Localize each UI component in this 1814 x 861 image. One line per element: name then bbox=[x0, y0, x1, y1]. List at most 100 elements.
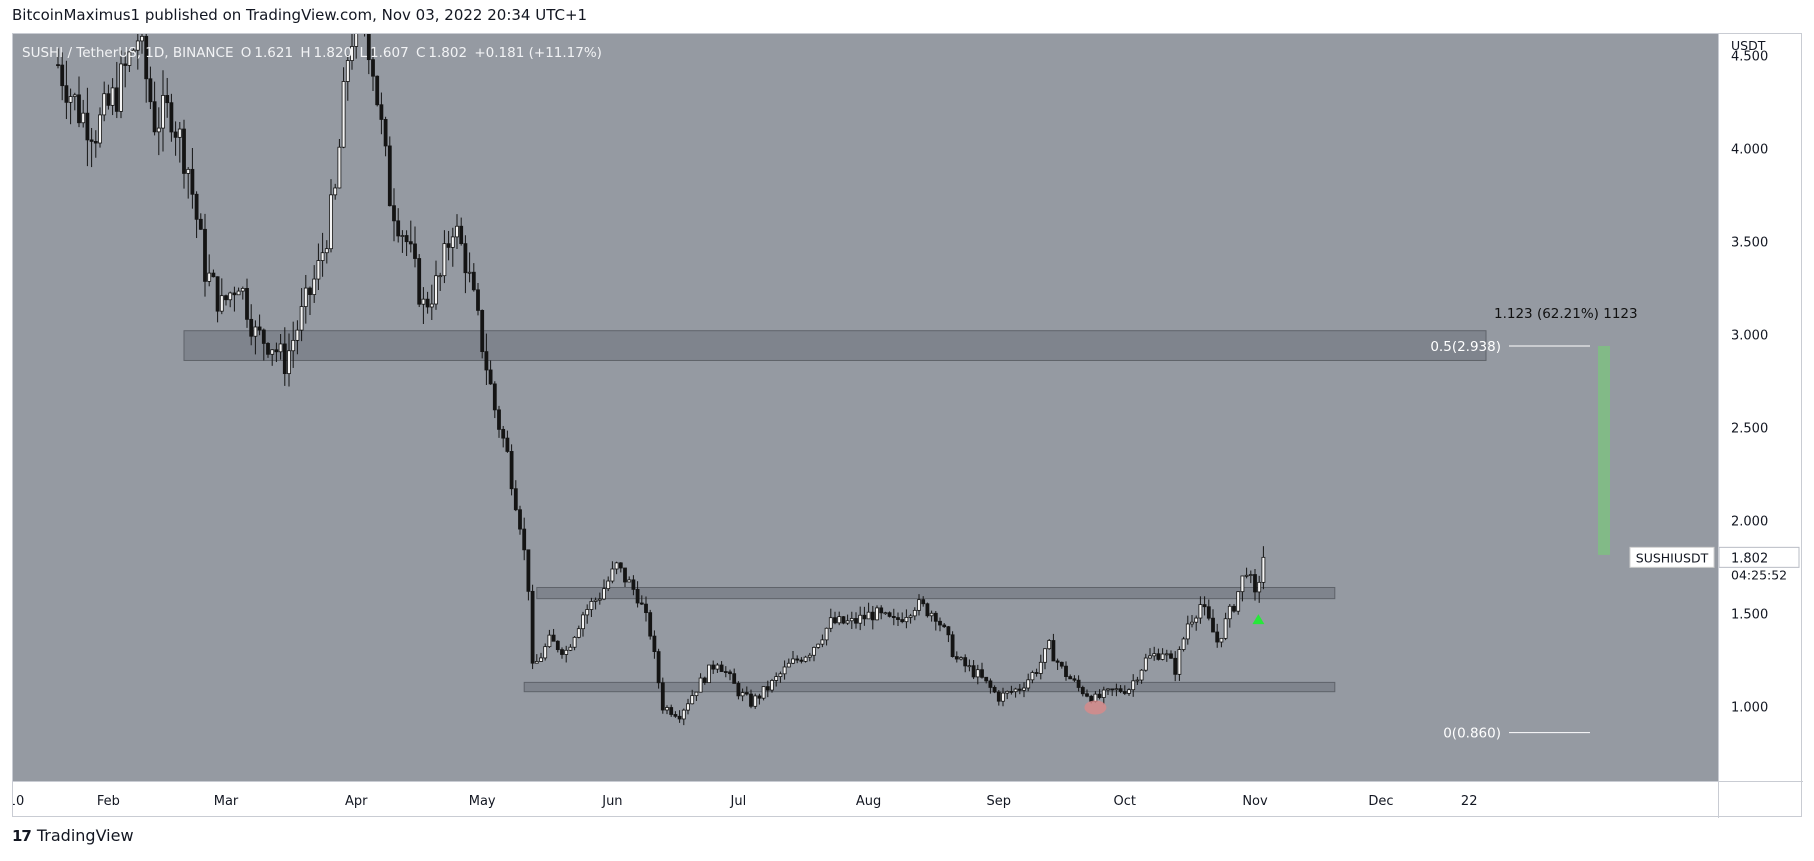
candle-down bbox=[366, 33, 371, 61]
time-axis-svg[interactable]: 10 Feb Mar Apr May Jun Jul Aug Sep Oct Nov Dec 22 bbox=[12, 782, 1718, 818]
candle-up bbox=[614, 562, 619, 570]
candle-down bbox=[896, 617, 900, 620]
price-tick-label: 2.500 bbox=[1731, 421, 1768, 436]
candle-up bbox=[715, 664, 720, 670]
time-tick-label: Feb bbox=[97, 794, 120, 809]
candle-down bbox=[194, 193, 199, 220]
footer-branding[interactable]: 17 TradingView bbox=[12, 826, 134, 845]
candles bbox=[56, 33, 1266, 726]
candle-down bbox=[1034, 672, 1039, 674]
candle-down bbox=[413, 243, 417, 259]
candle-down bbox=[980, 669, 984, 678]
candle-down bbox=[492, 383, 497, 411]
candle-up bbox=[102, 93, 107, 116]
candle-up bbox=[312, 278, 317, 295]
candle-down bbox=[988, 680, 993, 688]
time-tick-label: 22 bbox=[1461, 794, 1478, 809]
candle-down bbox=[887, 612, 892, 617]
candle-up bbox=[1143, 657, 1148, 671]
candle-up bbox=[350, 46, 354, 61]
candle-down bbox=[215, 276, 220, 312]
candle-up bbox=[186, 168, 191, 174]
candle-down bbox=[749, 693, 753, 707]
candle-up bbox=[333, 187, 338, 196]
candle-down bbox=[862, 614, 867, 620]
candle-down bbox=[522, 528, 527, 551]
last-price-box bbox=[1719, 546, 1800, 568]
currency-label: USDT bbox=[1731, 38, 1766, 53]
candle-down bbox=[114, 87, 119, 112]
candle-down bbox=[963, 657, 968, 667]
candle-up bbox=[904, 617, 909, 623]
candle-up bbox=[929, 612, 934, 617]
candle-up bbox=[72, 94, 77, 97]
candle-up bbox=[1244, 574, 1249, 577]
time-tick-label: Nov bbox=[1242, 794, 1268, 809]
candle-up bbox=[866, 611, 871, 620]
candle-down bbox=[182, 128, 186, 174]
candle-down bbox=[144, 35, 149, 80]
legend-close-value: 1.802 bbox=[428, 45, 468, 61]
candle-down bbox=[198, 218, 203, 230]
measure-label: 1.123 (62.21%) 1123 bbox=[1494, 306, 1638, 322]
candle-down bbox=[652, 635, 657, 652]
candle-up bbox=[778, 673, 783, 677]
candle-up bbox=[287, 350, 291, 375]
candle-up bbox=[1135, 679, 1140, 682]
candle-up bbox=[875, 607, 879, 621]
candle-up bbox=[593, 599, 598, 602]
candle-up bbox=[68, 96, 73, 103]
candle-up bbox=[236, 290, 241, 296]
candle-up bbox=[845, 620, 850, 624]
candle-down bbox=[371, 59, 375, 77]
candle-down bbox=[123, 63, 128, 66]
candle-down bbox=[471, 271, 476, 291]
candle-down bbox=[1122, 691, 1127, 694]
candle-down bbox=[93, 141, 98, 144]
candle-up bbox=[119, 63, 123, 112]
legend-open-label: O bbox=[240, 45, 252, 61]
candle-up bbox=[320, 252, 325, 261]
candle-up bbox=[127, 51, 132, 66]
candle-up bbox=[295, 329, 300, 341]
candle-down bbox=[551, 634, 556, 642]
candle-up bbox=[1093, 693, 1098, 702]
candle-up bbox=[467, 271, 472, 274]
candle-down bbox=[446, 243, 451, 248]
candle-down bbox=[1169, 653, 1173, 659]
candle-up bbox=[421, 298, 426, 305]
candle-down bbox=[480, 310, 485, 353]
candle-up bbox=[543, 646, 548, 659]
candle-down bbox=[1017, 688, 1022, 691]
candle-down bbox=[1080, 687, 1085, 695]
candle-up bbox=[228, 292, 233, 301]
candle-down bbox=[921, 599, 926, 605]
candle-up bbox=[1181, 638, 1186, 650]
publisher-header: BitcoinMaximus1 published on TradingView… bbox=[12, 6, 588, 24]
candle-down bbox=[257, 326, 262, 331]
candle-down bbox=[274, 349, 279, 353]
time-axis[interactable]: 10 Feb Mar Apr May Jun Jul Aug Sep Oct Nov Dec 22 bbox=[12, 781, 1718, 818]
legend-high-value: 1.820 bbox=[313, 45, 353, 61]
time-tick-label: Oct bbox=[1114, 794, 1136, 809]
price-tick-label: 3.500 bbox=[1731, 235, 1768, 250]
candle-up bbox=[1001, 692, 1005, 702]
candle-up bbox=[1198, 604, 1203, 619]
candle-down bbox=[379, 104, 384, 120]
time-tick-label: Mar bbox=[214, 794, 239, 809]
price-axis[interactable]: USDT 4.500 4.000 3.500 3.000 2.500 2.000 1.500 1… bbox=[1718, 33, 1803, 781]
price-tick-label: 3.000 bbox=[1731, 328, 1768, 343]
chart-svg[interactable]: 0.5(2.938) 0(0.860) 1.123 (62.21%) 1123 SUS… bbox=[12, 33, 1718, 781]
candle-down bbox=[266, 343, 270, 355]
candle-down bbox=[526, 549, 531, 592]
chart-pane[interactable]: 0.5(2.938) 0(0.860) 1.123 (62.21%) 1123 SUS… bbox=[12, 33, 1718, 781]
candle-down bbox=[1110, 688, 1115, 691]
candle-up bbox=[1194, 617, 1199, 623]
symbol-tag-box bbox=[1629, 546, 1715, 568]
candle-up bbox=[581, 614, 585, 630]
candle-down bbox=[631, 579, 636, 590]
tradingview-logo-icon: 17 bbox=[12, 826, 32, 845]
candle-up bbox=[1236, 591, 1241, 612]
candle-down bbox=[736, 683, 741, 697]
